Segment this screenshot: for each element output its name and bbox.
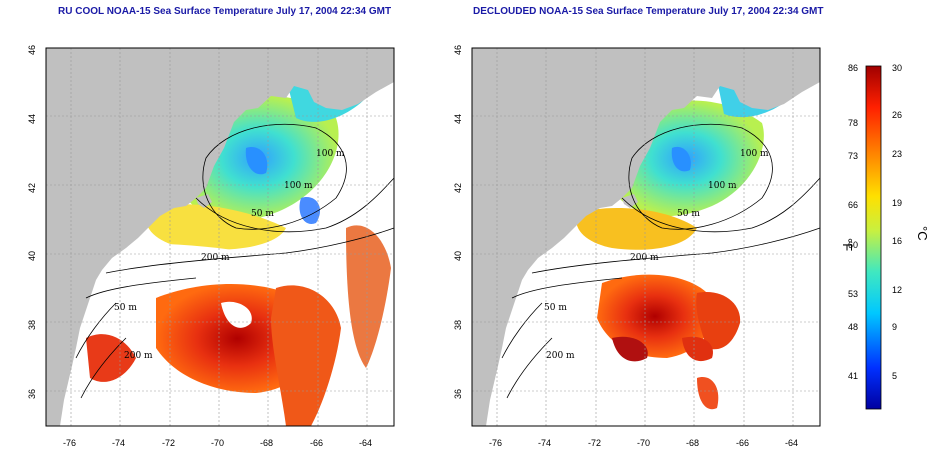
contour-label-50m-a: 50 m — [251, 209, 274, 219]
left-gridlines — [46, 47, 394, 426]
right-lon-tick: -76 — [489, 438, 502, 448]
celsius-tick: 19 — [892, 198, 902, 208]
right-lon-tick: -70 — [637, 438, 650, 448]
right-lon-tick: -64 — [785, 438, 798, 448]
right-lat-tick: 46 — [453, 45, 463, 55]
right-lat-axis: 46 44 42 40 38 36 — [453, 45, 463, 399]
right-lat-tick: 44 — [453, 114, 463, 124]
contour-label-50m-b: 50 m — [544, 303, 567, 313]
right-lon-tick: -68 — [686, 438, 699, 448]
fahrenheit-tick: 66 — [848, 200, 858, 210]
fahrenheit-tick: 53 — [848, 289, 858, 299]
colorbar-fahrenheit-ticks: 86 78 73 66 60 53 48 41 — [848, 63, 858, 381]
celsius-tick: 9 — [892, 322, 897, 332]
contour-label-200m-b: 200 m — [546, 351, 575, 361]
left-lat-tick: 44 — [27, 114, 37, 124]
left-bathymetry-contours — [75, 123, 395, 399]
right-map-frame — [471, 47, 821, 427]
left-lon-tick: -68 — [260, 438, 273, 448]
left-lat-axis: 46 44 42 40 38 36 — [27, 45, 37, 399]
fahrenheit-tick: 48 — [848, 322, 858, 332]
left-contour-labels: 100 m 100 m 50 m 200 m 50 m 200 m — [114, 149, 345, 361]
left-lon-tick: -66 — [310, 438, 323, 448]
fahrenheit-tick: 78 — [848, 118, 858, 128]
left-lat-tick: 42 — [27, 183, 37, 193]
left-lon-tick: -64 — [359, 438, 372, 448]
contour-label-200m-a: 200 m — [630, 253, 659, 263]
right-lat-tick: 36 — [453, 389, 463, 399]
celsius-tick: 16 — [892, 236, 902, 246]
left-lat-tick: 38 — [27, 320, 37, 330]
right-lon-tick: -66 — [736, 438, 749, 448]
left-lon-axis: -76 -74 -72 -70 -68 -66 -64 — [63, 438, 372, 448]
contour-label-100m-b: 100 m — [284, 181, 313, 191]
colorbar: 86 78 73 66 60 53 48 41 30 26 23 19 16 1… — [840, 63, 930, 410]
right-lat-tick: 42 — [453, 183, 463, 193]
contour-label-100m-b: 100 m — [708, 181, 737, 191]
celsius-tick: 30 — [892, 63, 902, 73]
left-lat-tick: 36 — [27, 389, 37, 399]
celsius-tick: 23 — [892, 149, 902, 159]
celsius-tick: 5 — [892, 371, 897, 381]
contour-label-100m-a: 100 m — [740, 149, 769, 159]
right-bathymetry-contours — [501, 123, 821, 399]
fahrenheit-tick: 86 — [848, 63, 858, 73]
left-map-frame — [45, 47, 395, 427]
contour-label-200m-a: 200 m — [201, 253, 230, 263]
right-lon-tick: -74 — [538, 438, 551, 448]
right-lon-tick: -72 — [588, 438, 601, 448]
contour-label-50m-b: 50 m — [114, 303, 137, 313]
fahrenheit-unit-label: °F — [840, 238, 855, 251]
left-lon-tick: -70 — [211, 438, 224, 448]
left-lat-tick: 46 — [27, 45, 37, 55]
celsius-unit-label: °C — [915, 226, 930, 241]
right-map-panel: 100 m 100 m 50 m 200 m 50 m 200 m — [471, 47, 821, 427]
colorbar-celsius-ticks: 30 26 23 19 16 12 9 5 — [892, 63, 902, 381]
fahrenheit-tick: 60 — [848, 240, 858, 250]
left-lon-tick: -76 — [63, 438, 76, 448]
left-lon-tick: -72 — [162, 438, 175, 448]
celsius-tick: 26 — [892, 110, 902, 120]
fahrenheit-tick: 41 — [848, 371, 858, 381]
fahrenheit-tick: 73 — [848, 151, 858, 161]
right-lat-tick: 38 — [453, 320, 463, 330]
colorbar-gradient — [865, 65, 882, 410]
contour-label-200m-b: 200 m — [124, 351, 153, 361]
contour-label-50m-a: 50 m — [677, 209, 700, 219]
right-panel-title: DECLOUDED NOAA-15 Sea Surface Temperatur… — [473, 6, 824, 17]
left-map-panel: 100 m 100 m 50 m 200 m 50 m 200 m — [45, 47, 395, 427]
left-lat-tick: 40 — [27, 251, 37, 261]
right-lon-axis: -76 -74 -72 -70 -68 -66 -64 — [489, 438, 798, 448]
celsius-tick: 12 — [892, 285, 902, 295]
left-panel-title: RU COOL NOAA-15 Sea Surface Temperature … — [58, 6, 392, 17]
left-lon-tick: -74 — [112, 438, 125, 448]
right-lat-tick: 40 — [453, 251, 463, 261]
right-contour-labels: 100 m 100 m 50 m 200 m 50 m 200 m — [544, 149, 769, 361]
contour-label-100m-a: 100 m — [316, 149, 345, 159]
